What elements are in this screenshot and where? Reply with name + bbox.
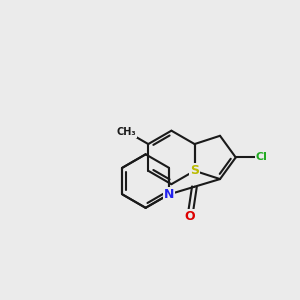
Text: N: N [164, 188, 174, 201]
Text: N: N [164, 188, 174, 201]
Text: O: O [184, 210, 195, 223]
Text: S: S [190, 164, 199, 177]
Text: CH₃: CH₃ [117, 127, 136, 137]
Text: S: S [190, 164, 199, 177]
Text: Cl: Cl [256, 152, 268, 162]
Text: O: O [184, 210, 195, 223]
